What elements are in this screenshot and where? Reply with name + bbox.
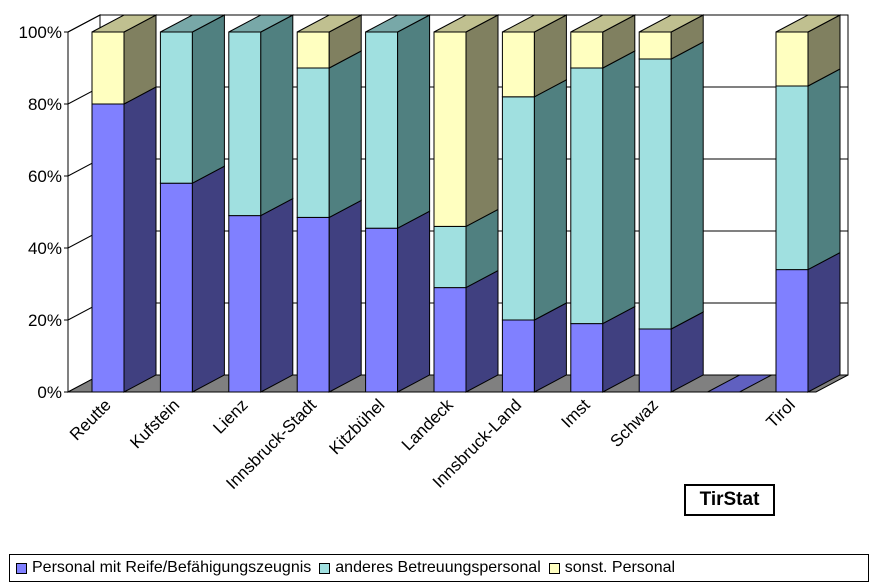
x-category-label: Lienz (209, 395, 251, 437)
x-category-label: Reutte (66, 395, 115, 444)
bar-segment (365, 31, 399, 229)
legend-item: anderes Betreuungspersonal (319, 559, 541, 577)
y-tick-label: 20% (28, 311, 62, 330)
bar-top (570, 14, 636, 33)
legend-item: sonst. Personal (548, 559, 676, 577)
x-category-label: Landeck (398, 395, 457, 454)
bar-segment-side (602, 50, 636, 325)
bar-top (775, 14, 841, 33)
bar-stack (159, 14, 225, 393)
bar-segment-side (807, 251, 841, 393)
bar-segment (296, 216, 330, 393)
bar-segment (638, 328, 672, 393)
bar-top (160, 14, 225, 33)
bar-segment (501, 96, 535, 321)
bar-segment (501, 319, 535, 393)
bar-stack (707, 374, 772, 393)
bar-segment-side (533, 78, 567, 321)
x-category-label: Schwaz (606, 395, 662, 451)
bar-segment (91, 31, 125, 105)
bar-segment (159, 31, 193, 184)
bar-segment (228, 31, 262, 217)
legend-swatch (548, 562, 560, 574)
bar-segment (570, 31, 604, 69)
legend-label: sonst. Personal (564, 559, 676, 576)
legend-swatch (319, 562, 331, 574)
tirstat-badge: TirStat (684, 484, 775, 516)
y-tick-label: 60% (28, 167, 62, 186)
chart-legend: Personal mit Reife/Befähigungszeugnis an… (9, 554, 869, 582)
bar-segment-side (260, 14, 294, 217)
y-axis-ticks: 0% 20% 40% 60% 80% 100% (19, 23, 68, 402)
bar-segment-side (465, 269, 499, 393)
bar-segment (775, 31, 809, 87)
bar-top (707, 374, 772, 393)
y-tick-label: 100% (19, 23, 62, 42)
bar-segment (570, 67, 604, 325)
chart-bars (91, 14, 841, 393)
bar-stack (91, 14, 157, 393)
bar-top (228, 14, 294, 33)
bar-segment (501, 31, 535, 98)
x-category-label: Kitzbühel (326, 395, 389, 458)
bar-segment (91, 103, 125, 393)
legend-item: Personal mit Reife/Befähigungszeugnis (16, 559, 311, 577)
bar-segment-side (328, 199, 362, 393)
bar-segment (365, 227, 399, 393)
bar-stack (775, 14, 841, 393)
bar-segment-side (191, 14, 225, 185)
bar-segment (296, 31, 330, 69)
bar-segment (433, 225, 467, 289)
bar-top (91, 14, 157, 33)
bar-segment (296, 67, 330, 218)
bar-segment-side (123, 86, 157, 393)
bar-stack (638, 14, 704, 393)
bar-top (365, 14, 430, 33)
bar-stack (296, 14, 362, 393)
bar-stack (433, 14, 499, 393)
y-tick-label: 40% (28, 239, 62, 258)
bar-top (296, 14, 362, 33)
bar-segment-side (260, 197, 294, 393)
bar-stack (228, 14, 294, 393)
bar-segment-side (328, 50, 362, 219)
bar-top (433, 14, 499, 33)
bar-stack (570, 14, 636, 393)
legend-label: Personal mit Reife/Befähigungszeugnis (32, 559, 312, 576)
bar-top (638, 14, 704, 33)
bar-segment (228, 215, 262, 393)
x-category-label: Imst (557, 395, 593, 431)
gridline (67, 14, 848, 33)
bar-segment-side (670, 41, 704, 330)
bar-segment-side (465, 14, 499, 228)
bar-segment (159, 182, 193, 393)
bar-segment-side (807, 68, 841, 271)
bar-segment (570, 323, 604, 393)
bar-segment (638, 31, 672, 60)
bar-top (502, 14, 567, 33)
bar-segment (775, 269, 809, 393)
bar-stack (501, 14, 567, 393)
bar-stack (365, 14, 431, 393)
bar-segment (433, 31, 467, 227)
y-tick-label: 80% (28, 95, 62, 114)
bar-segment-side (191, 165, 225, 393)
bar-segment (433, 287, 467, 393)
bar-segment (638, 58, 672, 330)
bar-segment (775, 85, 809, 271)
legend-label: anderes Betreuungspersonal (335, 559, 541, 576)
bar-segment-side (397, 210, 431, 393)
x-category-label: Kufstein (126, 395, 183, 452)
legend-swatch (16, 562, 27, 574)
y-tick-label: 0% (37, 383, 62, 402)
x-category-label: Tirol (762, 395, 798, 431)
bar-segment-side (397, 14, 431, 230)
